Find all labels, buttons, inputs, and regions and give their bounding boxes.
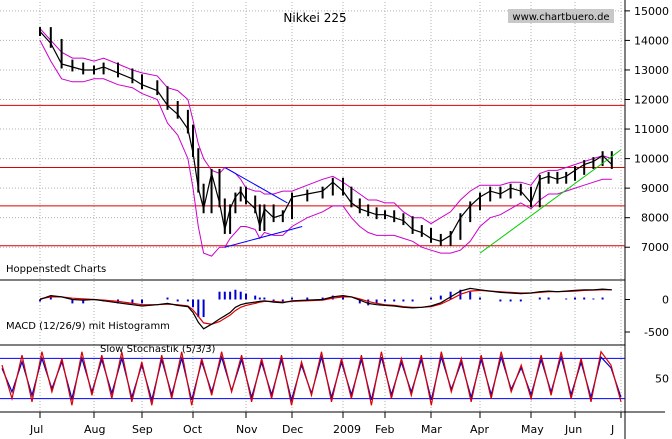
price-tick-label: 14000: [634, 34, 669, 47]
watermark: www.chartbuero.de: [512, 12, 609, 23]
watermark-box: [508, 9, 614, 23]
x-tick-label: Mar: [421, 423, 442, 436]
x-tick-label: 2009: [333, 423, 361, 436]
macd-tick-label: 0: [662, 294, 669, 307]
price-tick-label: 8000: [641, 212, 669, 225]
trendline: [224, 226, 303, 248]
x-tick-label: Apr: [470, 423, 490, 436]
x-tick-label: J: [610, 423, 614, 436]
macd-panel: [39, 287, 612, 330]
x-tick-label: Sep: [132, 423, 153, 436]
price-tick-label: 7000: [641, 241, 669, 254]
x-tick-label: Jun: [564, 423, 582, 436]
price-panel: [0, 27, 625, 257]
x-tick-label: May: [521, 423, 544, 436]
macd-label: MACD (12/26/9) mit Histogramm: [6, 321, 170, 332]
price-tick-label: 15000: [634, 5, 669, 18]
stochastic-panel: [0, 350, 625, 406]
x-tick-label: Nov: [236, 423, 258, 436]
x-tick-label: Oct: [183, 423, 203, 436]
close-price-line: [39, 31, 613, 242]
chart-title: Nikkei 225: [283, 11, 346, 25]
macd-line: [39, 287, 612, 330]
x-tick-label: Jul: [29, 423, 43, 436]
x-tick-label: Dec: [282, 423, 303, 436]
trendline: [224, 167, 288, 204]
stochastic-k-line: [1, 350, 622, 406]
bollinger-lower-line: [39, 40, 612, 257]
bollinger-upper-line: [39, 28, 612, 225]
price-tick-label: 11000: [634, 123, 669, 136]
stochastic-label: Slow Stochastik (5/3/3): [100, 344, 216, 355]
stochastic-tick-label: 50: [655, 373, 669, 386]
price-tick-label: 10000: [634, 153, 669, 166]
macd-tick-label: -500: [644, 326, 669, 339]
price-tick-label: 13000: [634, 64, 669, 77]
source-label: Hoppenstedt Charts: [6, 264, 106, 275]
axes: 7000 8000 9000 10000 11000 12000 13000 14000 150…: [29, 5, 669, 436]
x-tick-label: Feb: [375, 423, 394, 436]
price-tick-label: 12000: [634, 94, 669, 107]
price-tick-label: 9000: [641, 182, 669, 195]
x-tick-label: Aug: [84, 423, 105, 436]
trendline: [479, 149, 622, 254]
